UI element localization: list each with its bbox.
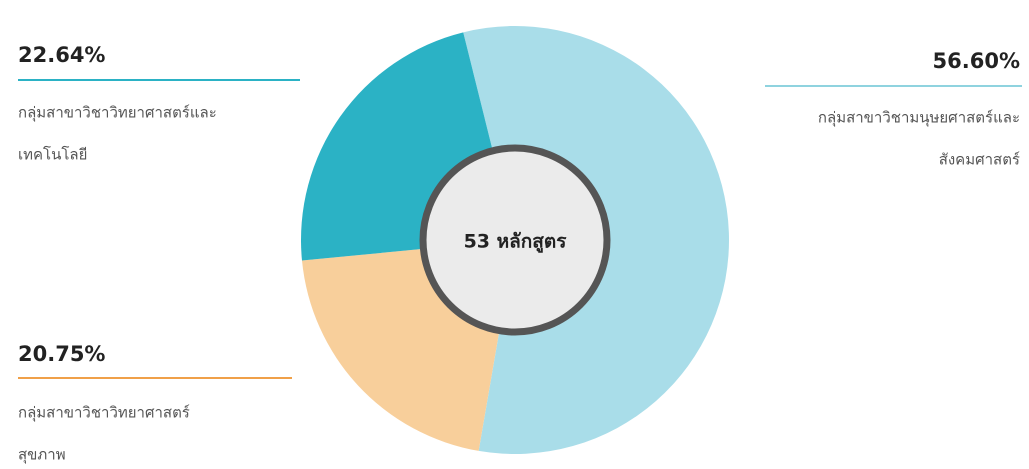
category-label: กลุ่มสาขาวิชาวิทยาศาสตร์และ bbox=[18, 104, 217, 123]
category-label: สุขภาพ bbox=[18, 446, 66, 465]
category-label: เทคโนโลยี bbox=[18, 146, 87, 164]
center-circle bbox=[419, 144, 611, 336]
center-label: 53 หลักสูตร bbox=[464, 231, 568, 254]
percent-label: 56.60% bbox=[933, 49, 1020, 73]
category-label: กลุ่มสาขาวิชามนุษยศาสตร์และ bbox=[818, 109, 1020, 128]
category-label: สังคมศาสตร์ bbox=[939, 151, 1020, 169]
percent-label: 20.75% bbox=[18, 342, 105, 366]
category-label: กลุ่มสาขาวิชาวิทยาศาสตร์ bbox=[18, 404, 190, 423]
percent-label: 22.64% bbox=[18, 43, 105, 67]
